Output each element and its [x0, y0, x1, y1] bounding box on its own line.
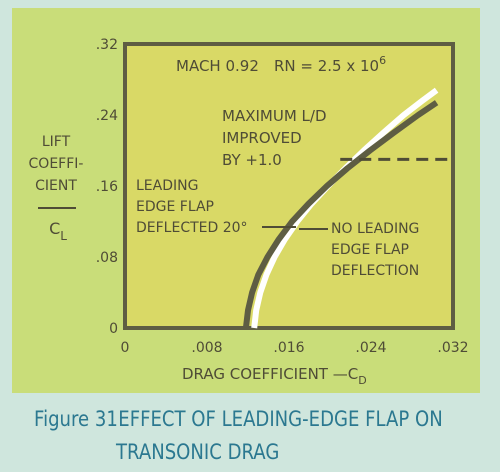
ylabel-line-2: COEFFI-	[29, 156, 84, 172]
rn-label-text: RN = 2.5 x 10	[274, 57, 379, 75]
series-layer	[242, 87, 439, 329]
x-tick-labels: 0 .008 .016 .024 .032	[121, 340, 469, 356]
y-axis-label: LIFT COEFFI- CIENT CL	[29, 134, 84, 243]
annotation-line-2: IMPROVED	[222, 129, 302, 147]
y-tick-label: .16	[96, 179, 118, 195]
no-flap-label-line-3: DEFLECTION	[331, 263, 419, 279]
series-label-no-flap: NO LEADING EDGE FLAP DEFLECTION	[299, 221, 419, 279]
y-tick-label: 0	[109, 321, 118, 337]
rn-label: RN = 2.5 x 106	[274, 54, 386, 75]
figure-caption-line-1: EFFECT OF LEADING-EDGE FLAP ON	[118, 407, 443, 431]
y-tick-labels: 0 .08 .16 .24 .32	[96, 37, 118, 337]
x-axis-label: DRAG COEFFICIENT —CD	[182, 365, 367, 387]
annotation-line-1: MAXIMUM L/D	[222, 107, 327, 125]
plot-area	[123, 42, 455, 330]
x-tick-label: .008	[191, 340, 222, 356]
annotation-maximum-ld: MAXIMUM L/D IMPROVED BY +1.0	[222, 107, 448, 169]
ylabel-symbol-text: C	[49, 219, 60, 238]
x-axis-label-subscript: D	[358, 374, 366, 387]
x-tick-label: .016	[273, 340, 304, 356]
x-tick-label: .024	[355, 340, 386, 356]
flap-label-line-3: DEFLECTED 20°	[136, 220, 248, 236]
figure-number: Figure 31	[34, 407, 118, 431]
flap-label-line-1: LEADING	[136, 178, 198, 194]
ylabel-line-3: CIENT	[35, 178, 77, 194]
y-tick-label: .32	[96, 37, 118, 53]
ylabel-symbol: CL	[49, 219, 67, 243]
no-flap-label-line-1: NO LEADING	[331, 221, 419, 237]
chart: 0 .008 .016 .024 .032 0 .08 .16 .24 .32 MACH 0.9…	[12, 8, 480, 393]
y-tick-label: .24	[96, 108, 118, 124]
annotation-line-3: BY +1.0	[222, 151, 282, 169]
series-line-no-flap	[242, 100, 439, 329]
figure-caption-line-2: TRANSONIC DRAG	[116, 440, 280, 464]
x-tick-label: .032	[437, 340, 468, 356]
no-flap-label-line-2: EDGE FLAP	[331, 242, 409, 258]
ylabel-line-1: LIFT	[42, 134, 71, 150]
flap-label-line-2: EDGE FLAP	[136, 199, 214, 215]
x-axis-label-text: DRAG COEFFICIENT —C	[182, 365, 358, 383]
ylabel-symbol-subscript: L	[60, 229, 67, 243]
condition-label: MACH 0.92 RN = 2.5 x 106	[176, 54, 386, 75]
x-tick-label: 0	[121, 340, 130, 356]
y-tick-label: .08	[96, 250, 118, 266]
mach-label: MACH 0.92	[176, 57, 259, 75]
rn-label-exponent: 6	[379, 54, 386, 67]
series-label-flap-deflected: LEADING EDGE FLAP DEFLECTED 20°	[136, 178, 296, 236]
figure-caption: Figure 31EFFECT OF LEADING-EDGE FLAP ON	[34, 407, 443, 431]
